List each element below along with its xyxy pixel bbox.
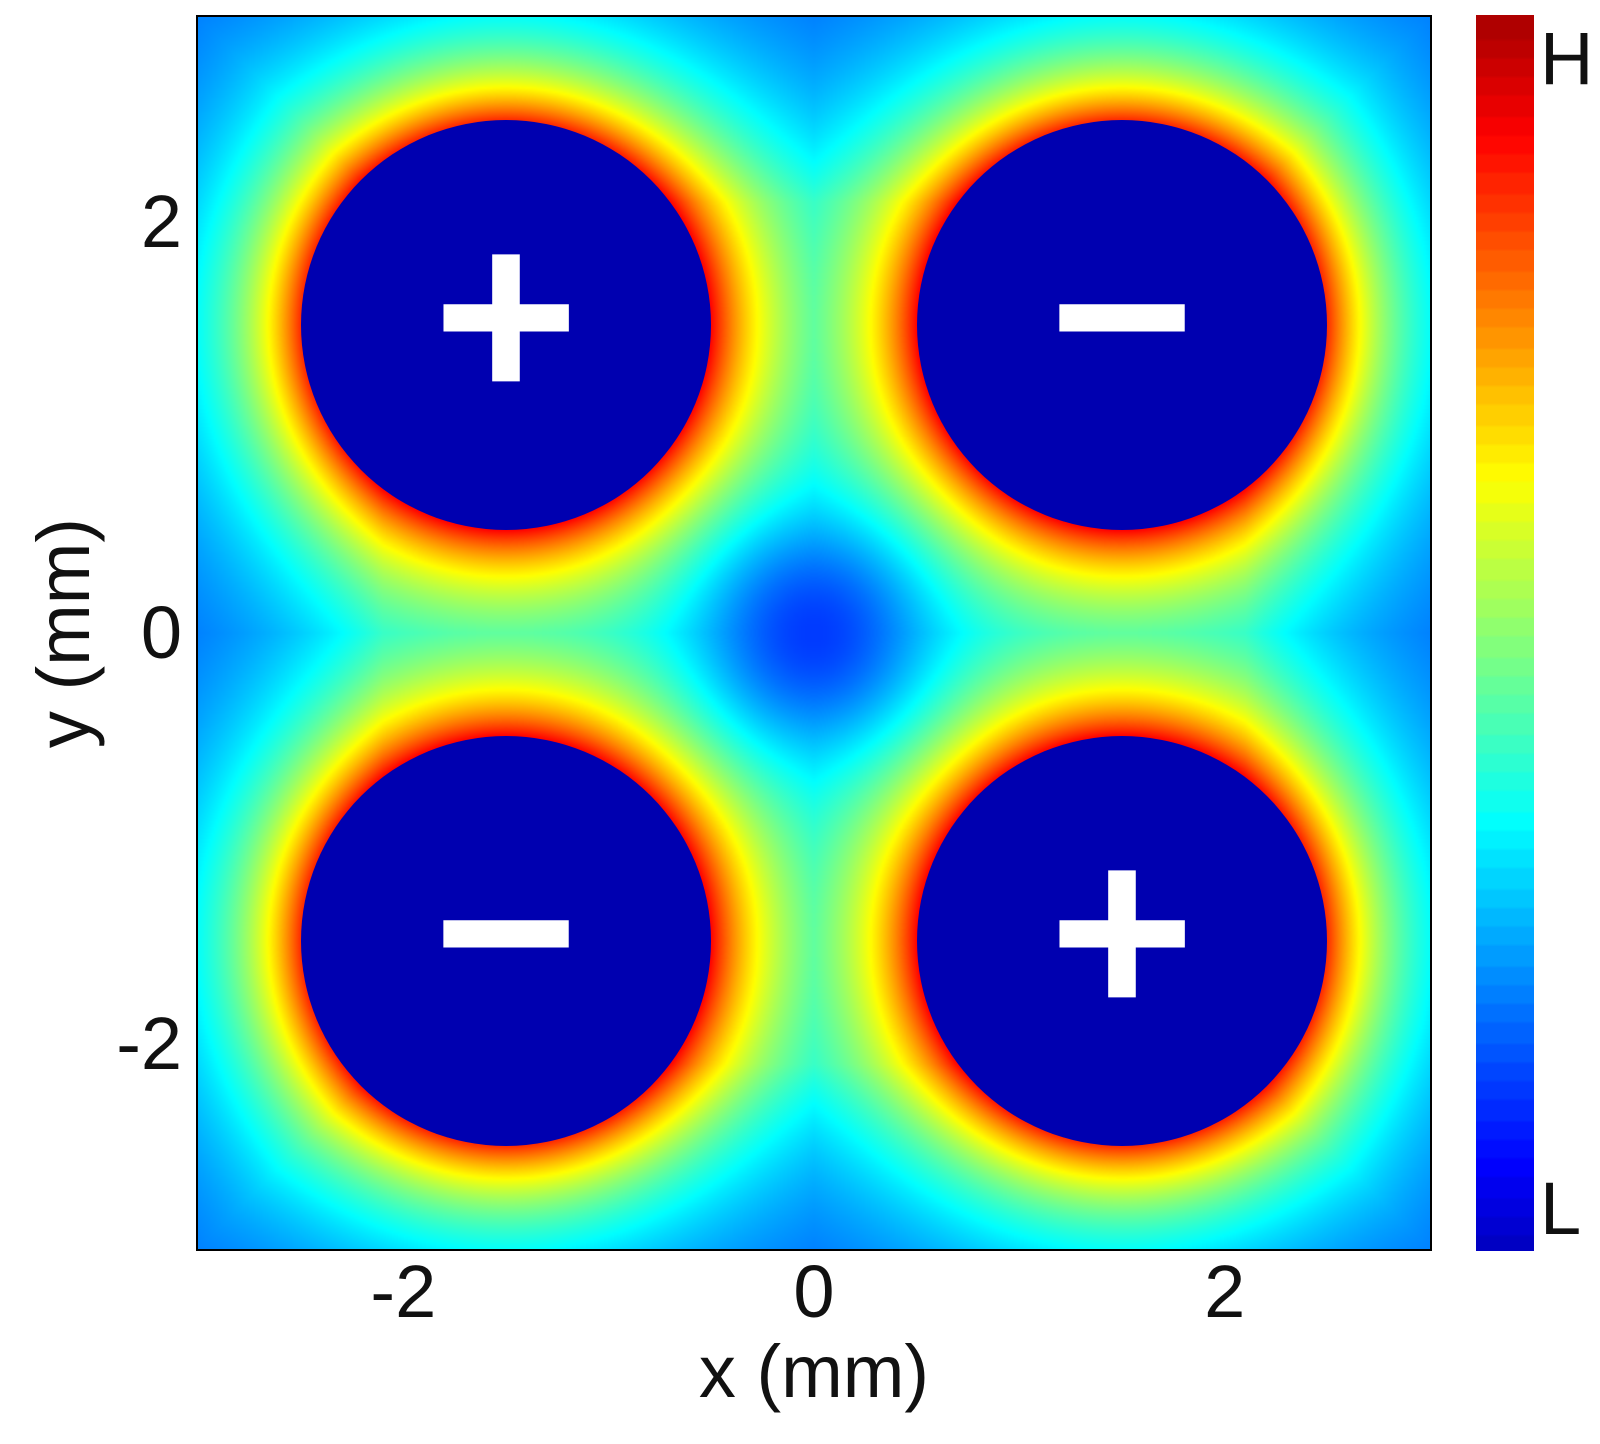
minus-sign: − — [1048, 174, 1195, 454]
x-axis-label: x (mm) — [698, 1330, 930, 1413]
plus-sign: + — [1048, 790, 1195, 1070]
electrode-positive: + — [300, 119, 712, 531]
y-tick-label: 2 — [140, 180, 182, 264]
electrode-positive: + — [916, 735, 1328, 1147]
x-tick-label: 0 — [793, 1250, 835, 1333]
y-axis-label: y (mm) — [22, 517, 105, 749]
electrode-negative: − — [300, 735, 712, 1147]
y-tick-label: -2 — [116, 1001, 182, 1085]
plus-sign: + — [432, 174, 579, 454]
electrode-negative: − — [916, 119, 1328, 531]
x-tick-label: 2 — [1204, 1250, 1246, 1333]
colorbar — [1476, 15, 1534, 1251]
plot-area: + − − + — [196, 15, 1432, 1251]
y-tick-label: 0 — [140, 591, 182, 674]
colorbar-high-label: H — [1540, 17, 1594, 100]
x-tick-label: -2 — [370, 1250, 437, 1333]
minus-sign: − — [432, 790, 579, 1070]
colorbar-low-label: L — [1540, 1167, 1582, 1250]
